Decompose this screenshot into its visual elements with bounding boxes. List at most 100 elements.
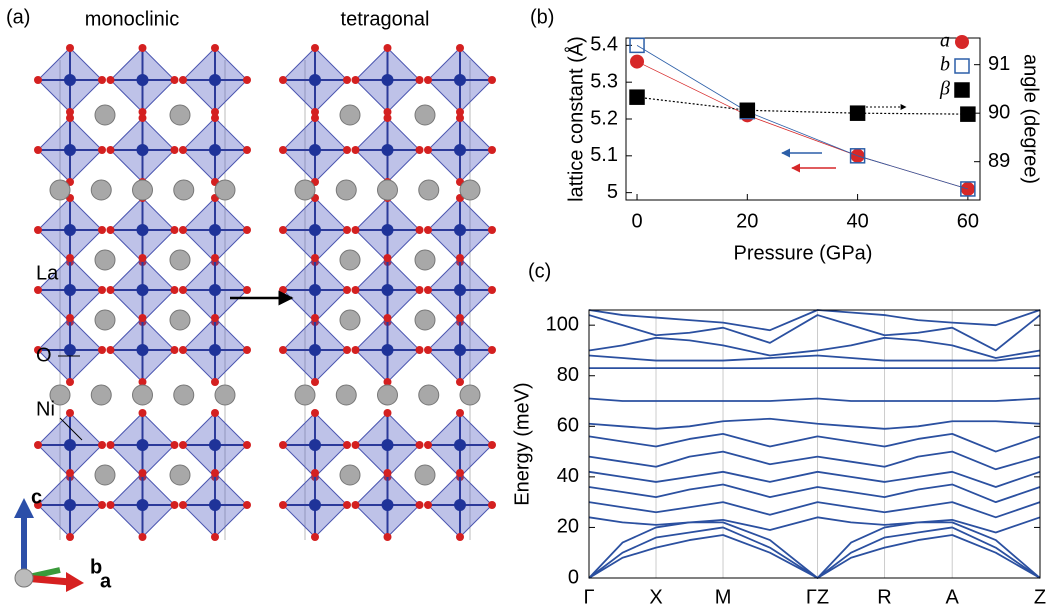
origin-sphere bbox=[14, 568, 34, 588]
pointer bbox=[59, 417, 83, 441]
la-atom bbox=[335, 384, 357, 406]
y-tick-label: 5 bbox=[607, 181, 618, 203]
ni-atom bbox=[64, 144, 76, 156]
o-atom bbox=[343, 146, 351, 154]
data-point bbox=[960, 106, 976, 122]
panel-label: (b) bbox=[530, 6, 554, 28]
o-atom bbox=[456, 114, 464, 122]
o-atom bbox=[138, 254, 147, 262]
x-tick-label: 60 bbox=[957, 210, 979, 232]
ni-atom bbox=[209, 284, 221, 296]
o-atom bbox=[170, 76, 179, 84]
y-tick-label: 5.4 bbox=[590, 34, 618, 56]
data-point bbox=[629, 89, 645, 105]
o-atom bbox=[138, 409, 147, 417]
ni-atom bbox=[454, 74, 466, 86]
o-atom bbox=[351, 346, 360, 354]
o-atom bbox=[106, 346, 115, 354]
o-atom bbox=[351, 501, 360, 509]
ni-atom bbox=[136, 284, 149, 296]
structure-title: monoclinic bbox=[85, 8, 179, 30]
o-atom bbox=[343, 76, 351, 84]
phonon-band bbox=[588, 483, 1041, 504]
la-atom bbox=[49, 179, 71, 201]
la-atom bbox=[94, 309, 116, 331]
o-atom bbox=[351, 76, 360, 84]
o-atom bbox=[488, 286, 496, 294]
phonon-band bbox=[588, 526, 1041, 579]
y-tick-label: 20 bbox=[557, 516, 579, 538]
o-atom bbox=[34, 346, 42, 354]
o-atom bbox=[343, 346, 351, 354]
o-atom bbox=[456, 108, 464, 116]
o-atom bbox=[279, 146, 287, 154]
plot-frame bbox=[625, 37, 981, 201]
y2-tick-label: 91 bbox=[988, 53, 1010, 75]
ni-atom bbox=[454, 499, 466, 511]
o-atom bbox=[311, 254, 319, 262]
o-atom bbox=[138, 533, 147, 541]
atom-label: La bbox=[36, 262, 59, 284]
data-point bbox=[630, 54, 645, 69]
o-atom bbox=[488, 76, 496, 84]
la-atom bbox=[173, 179, 195, 201]
o-atom bbox=[415, 286, 424, 294]
legend-label: β bbox=[939, 78, 950, 100]
la-atom bbox=[94, 464, 116, 486]
o-atom bbox=[138, 114, 147, 122]
x-tick-label: X bbox=[649, 586, 662, 608]
o-atom bbox=[211, 44, 219, 52]
la-atom bbox=[169, 464, 191, 486]
o-atom bbox=[66, 254, 74, 262]
ni-atom bbox=[309, 144, 321, 156]
o-atom bbox=[170, 501, 179, 509]
o-atom bbox=[170, 441, 179, 449]
o-atom bbox=[98, 286, 106, 294]
ni-atom bbox=[209, 144, 221, 156]
series-line bbox=[636, 96, 968, 115]
o-atom bbox=[106, 226, 115, 234]
la-atom bbox=[173, 384, 195, 406]
crystal-structures bbox=[34, 44, 496, 541]
x-tick-label: 40 bbox=[846, 210, 868, 232]
o-atom bbox=[179, 501, 187, 509]
ni-atom bbox=[136, 224, 149, 236]
o-atom bbox=[415, 226, 424, 234]
plot-frame bbox=[588, 309, 1041, 579]
o-atom bbox=[343, 286, 351, 294]
o-atom bbox=[456, 314, 464, 322]
ni-atom bbox=[309, 344, 321, 356]
o-atom bbox=[383, 409, 392, 417]
x-tick-label: 0 bbox=[631, 210, 642, 232]
la-atom bbox=[414, 249, 436, 271]
o-atom bbox=[243, 226, 251, 234]
ni-atom bbox=[309, 439, 321, 451]
o-atom bbox=[106, 286, 115, 294]
phonon-band bbox=[588, 309, 1041, 332]
la-atom bbox=[90, 179, 112, 201]
o-atom bbox=[311, 108, 319, 116]
o-atom bbox=[66, 378, 74, 386]
ni-atom bbox=[136, 499, 149, 511]
o-atom bbox=[488, 441, 496, 449]
la-atom bbox=[294, 384, 316, 406]
ni-atom bbox=[381, 344, 394, 356]
o-atom bbox=[170, 346, 179, 354]
ni-atom bbox=[64, 439, 76, 451]
o-atom bbox=[311, 378, 319, 386]
legend-marker bbox=[954, 58, 970, 74]
o-atom bbox=[106, 76, 115, 84]
legend-label: b bbox=[940, 54, 950, 76]
o-atom bbox=[98, 146, 106, 154]
o-atom bbox=[343, 441, 351, 449]
o-atom bbox=[98, 346, 106, 354]
o-atom bbox=[211, 108, 219, 116]
ni-atom bbox=[381, 439, 394, 451]
o-atom bbox=[179, 76, 187, 84]
o-atom bbox=[34, 501, 42, 509]
la-atom bbox=[214, 384, 236, 406]
la-atom bbox=[132, 384, 153, 406]
o-atom bbox=[351, 226, 360, 234]
o-atom bbox=[488, 146, 496, 154]
la-atom bbox=[414, 464, 436, 486]
